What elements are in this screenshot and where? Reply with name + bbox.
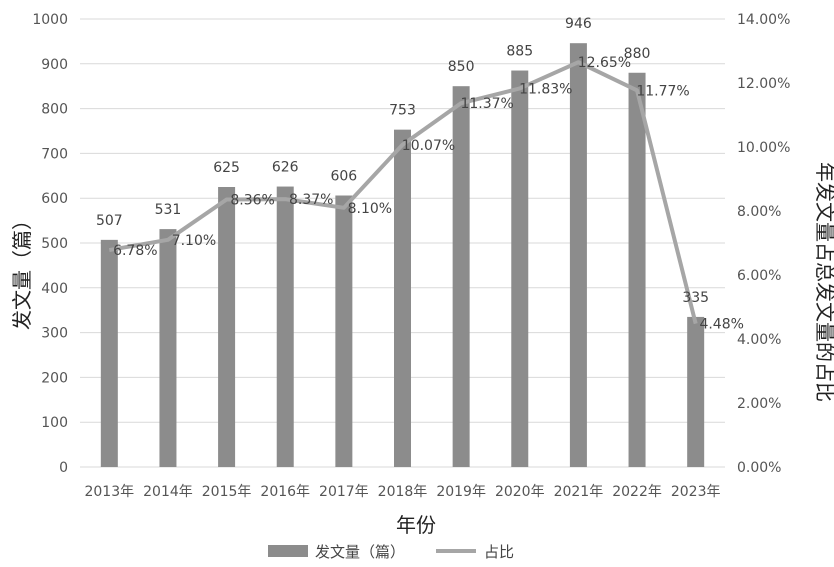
x-tick-label: 2020年 [495,484,545,500]
x-tick-label: 2014年 [143,484,193,500]
left-tick-label: 1000 [32,12,68,28]
bar [569,43,587,467]
right-tick-label: 8.00% [737,204,781,220]
x-tick-label: 2021年 [554,484,604,500]
bar [335,195,353,467]
line-value-label: 8.36% [230,192,274,208]
left-tick-label: 500 [41,236,68,252]
line-value-label: 11.77% [636,83,689,99]
bar-series [100,43,705,468]
bar [276,186,294,467]
x-axis-title: 年份 [396,513,436,537]
left-tick-label: 900 [41,57,68,73]
line-series [108,60,698,325]
legend-line-label: 占比 [484,543,514,561]
line-value-label: 7.10% [172,233,216,249]
right-tick-label: 4.00% [737,332,781,348]
right-tick-label: 6.00% [737,268,781,284]
bar [628,72,646,467]
x-tick-label: 2023年 [671,484,721,500]
bar-value-label: 606 [330,169,357,185]
bar-value-label: 850 [448,59,475,75]
line-data-labels: 6.78% 7.10% 8.36% 8.37% 8.10% 10.07% 11.37% 11.… [113,55,744,332]
legend-bar-label: 发文量（篇） [315,543,405,561]
right-tick-label: 0.00% [737,460,781,476]
bar-value-label: 507 [96,213,123,229]
bar [159,229,177,467]
x-tick-label: 2016年 [260,484,310,500]
bar-value-label: 626 [272,160,299,176]
bar [452,86,470,467]
left-tick-label: 400 [41,281,68,297]
bar-value-label: 625 [213,160,240,176]
left-tick-label: 300 [41,326,68,342]
left-tick-label: 800 [41,102,68,118]
bar-value-label: 880 [624,46,651,62]
left-tick-label: 600 [41,191,68,207]
x-tick-label: 2019年 [436,484,486,500]
bar-value-label: 753 [389,103,416,119]
line-value-label: 4.48% [699,317,743,333]
left-tick-label: 0 [59,460,68,476]
bar-value-label: 531 [155,202,182,218]
bar-value-label: 885 [506,44,533,60]
bar [687,316,705,467]
bar-value-label: 335 [682,290,709,306]
line-value-label: 8.10% [348,201,392,217]
bar [100,239,118,467]
line-value-label: 10.07% [402,138,455,154]
bar [511,70,529,468]
right-tick-label: 14.00% [737,12,790,28]
right-tick-label: 12.00% [737,76,790,92]
right-axis-title: 年发文量占总发文量的占比 [813,162,834,402]
line-value-label: 11.37% [460,96,513,112]
x-tick-label: 2013年 [84,484,134,500]
line-value-label: 6.78% [113,243,157,259]
x-tick-label: 2017年 [319,484,369,500]
x-tick-label: 2018年 [378,484,428,500]
right-axis-ticks: 0.00% 2.00% 4.00% 6.00% 8.00% 10.00% 12.00% 14.… [737,12,790,476]
left-axis-ticks: 0 100 200 300 400 500 600 700 800 900 1000 [32,12,68,476]
left-tick-label: 100 [41,415,68,431]
x-tick-label: 2022年 [612,484,662,500]
bar-data-labels: 507 531 625 626 606 753 850 885 946 880 335 [96,16,709,306]
bar [218,187,236,467]
line-value-label: 11.83% [519,81,572,97]
x-axis-ticks: 2013年 2014年 2015年 2016年 2017年 2018年 2019年 2020年… [84,484,720,500]
left-tick-label: 700 [41,146,68,162]
line-value-label: 8.37% [289,192,333,208]
bar-value-label: 946 [565,16,592,32]
left-axis-title: 发文量（篇） [10,210,34,330]
legend: 发文量（篇） 占比 [268,543,514,561]
right-tick-label: 10.00% [737,140,790,156]
right-tick-label: 2.00% [737,396,781,412]
x-tick-label: 2015年 [202,484,252,500]
line-path [108,60,698,325]
line-value-label: 12.65% [578,55,631,71]
bar [394,129,411,467]
legend-bar-swatch [268,545,308,557]
left-tick-label: 200 [41,370,68,386]
